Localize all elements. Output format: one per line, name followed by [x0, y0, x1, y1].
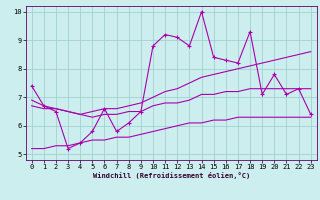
X-axis label: Windchill (Refroidissement éolien,°C): Windchill (Refroidissement éolien,°C) [92, 172, 250, 179]
